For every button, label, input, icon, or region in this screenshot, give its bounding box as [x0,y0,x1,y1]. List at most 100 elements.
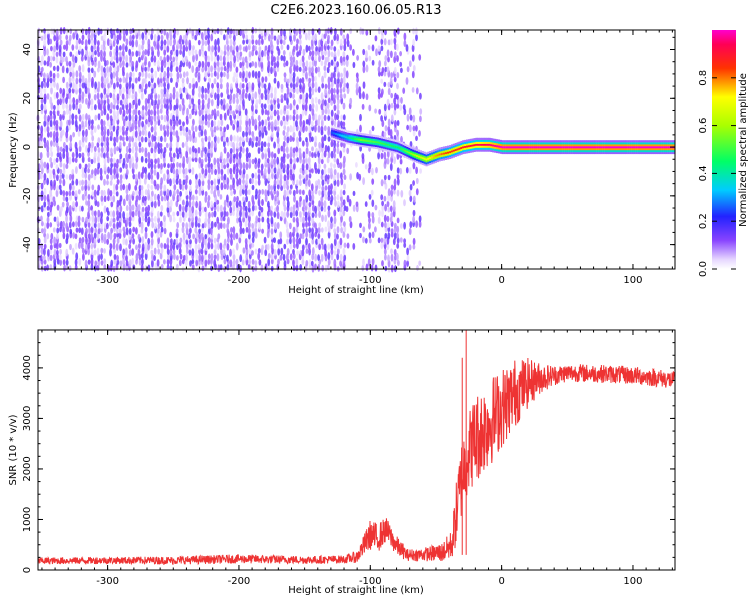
spectrogram-cell [229,167,233,175]
spectrogram-cell [219,222,223,229]
spectrogram-ridge-cell [543,151,546,155]
spectrogram-cell [220,151,223,160]
spectrogram-ridge-cell [492,148,495,151]
spectrogram-cell [56,72,60,79]
spectrogram-cell [81,179,84,186]
spectrogram-ridge-cell [584,140,587,143]
spectrogram-cell [393,178,397,187]
spectrogram-ridge-cell [484,139,487,142]
spectrogram-cell [334,200,337,207]
spectrogram-cell [81,236,85,243]
spectrogram-cell [311,146,314,152]
spectrogram-cell [182,71,186,78]
spectrogram-cell [333,93,336,100]
spectrogram-cell [386,157,390,165]
spectrogram-cell [210,99,214,107]
spectrogram-cell [141,50,145,58]
spectrogram-ridge-cell [471,140,474,143]
spectrogram-ridge-cell [627,140,630,143]
spectrogram-cell [81,75,85,84]
spectrogram-cell [273,93,277,101]
spectrogram-ridge-cell [416,154,419,157]
spectrogram-cell [125,115,128,121]
spectrogram-ridge-cell [663,142,666,145]
spectrogram-cell [134,91,138,100]
spectrogram-cell [402,87,406,94]
spectrogram-ridge-cell [492,138,495,141]
spectrogram-ridge-cell [444,155,448,158]
spectrogram-ridge-cell [572,150,575,153]
spectrogram-cell [244,188,248,197]
spectrogram-cell [396,27,400,35]
spectrogram-cell [285,178,289,187]
spectrogram-cell [343,82,347,88]
spectrogram-ridge-cell [525,151,528,155]
spectrogram-cell [296,232,299,239]
spectrogram-cell [276,183,280,190]
spectrogram-ridge-cell [444,157,448,160]
spectrogram-ridge-cell [442,158,445,161]
spectrogram-cell [311,227,314,234]
spectrogram-cell [232,110,236,117]
spectrogram-ridge-cell [404,149,407,152]
spectrogram-cell [320,50,324,56]
spectrogram-cell [151,259,154,268]
spectrogram-ridge-cell [429,158,432,161]
spectrogram-cell [222,216,226,222]
spectrogram-cell [415,124,418,132]
spectrogram-cell [343,242,347,248]
spectrogram-ridge-cell [594,142,597,145]
spectrogram-cell [150,206,154,213]
spectrogram-cell [285,146,289,154]
spectrogram-ridge-cell [519,144,522,147]
spectrogram-cell [119,135,123,141]
spectrogram-cell [301,162,305,171]
spectrogram-cell [298,136,302,142]
spectrogram-cell [377,151,380,160]
spectrogram-ridge-cell [669,144,672,147]
spectrogram-cell [298,147,302,154]
spectrogram-cell [207,259,211,265]
spectrogram-cell [251,204,255,212]
spectrogram-ridge-cell [608,144,611,147]
spectrogram-ridge-cell [396,140,399,143]
spectrogram-ridge-cell [464,141,467,144]
spectrogram-ridge-cell [550,144,554,147]
spectrogram-cell [153,113,157,122]
spectrogram-ridge-cell [596,148,599,151]
spectrogram-cell [248,252,252,260]
spectrogram-cell [343,254,347,262]
spectrogram-cell [87,259,91,265]
spectrogram-cell [282,140,286,148]
spectrogram-ridge-cell [521,150,524,153]
spectrogram-cell [145,118,148,125]
spectrogram-cell [352,242,356,250]
spectrogram-cell [172,162,176,169]
spectrogram-cell [143,123,147,131]
spectrogram-cell [147,131,151,139]
spectrogram-ridge-cell [408,149,411,152]
spectrogram-cell [412,130,416,137]
x-tick-label: -200 [228,275,251,286]
spectrogram-cell [100,152,104,158]
spectrogram-ridge-cell [615,148,619,151]
spectrogram-cell [134,151,138,159]
spectrogram-ridge-cell [416,152,419,155]
spectrogram-cell [330,253,334,261]
spectrogram-cell [261,244,264,251]
spectrogram-cell [276,60,280,68]
spectrogram-ridge-cell [629,142,632,145]
spectrogram-cell [84,163,88,170]
spectrogram-cell [40,140,43,148]
spectrogram-ridge-cell [380,142,383,145]
spectrogram-cell [113,146,117,155]
spectrogram-ridge-cell [602,144,605,147]
spectrogram-cell [311,212,315,218]
spectrogram-ridge-cell [427,159,430,162]
spectrogram-cell [235,171,239,180]
spectrogram-cell [334,112,337,121]
spectrogram-cell [194,147,198,154]
spectrogram-ridge-cell [497,149,501,152]
spectrogram-cell [91,76,94,85]
spectrogram-ridge-cell [367,135,370,139]
